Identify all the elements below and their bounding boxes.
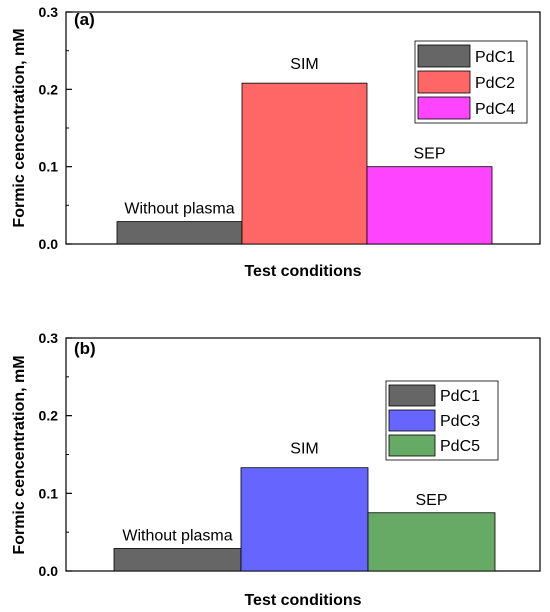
chart-panel-b: Formic cencentration, mM Test conditions… bbox=[11, 330, 541, 609]
annotations-b: Without plasma SIM SEP bbox=[122, 441, 447, 545]
legend-b: PdC1 PdC3 PdC5 bbox=[385, 380, 499, 461]
annotations-a: Without plasma SIM SEP bbox=[124, 56, 445, 217]
bar-pdc3 bbox=[240, 467, 369, 572]
legend-label: PdC1 bbox=[475, 49, 515, 66]
y-tick-label: 0.1 bbox=[39, 159, 59, 175]
y-tick-label: 0.3 bbox=[39, 330, 59, 346]
bar-pdc2 bbox=[241, 82, 368, 245]
chart-panel-a: Formic cencentration, mM Test conditions… bbox=[11, 4, 541, 280]
y-tick-label: 0.2 bbox=[39, 408, 59, 424]
x-axis-label-b: Test conditions bbox=[244, 592, 361, 609]
bars-b bbox=[113, 467, 496, 572]
y-axis-label-a: Formic cencentration, mM bbox=[11, 28, 28, 227]
y-axis-label-b: Formic cencentration, mM bbox=[11, 355, 28, 554]
x-axis-label-a: Test conditions bbox=[244, 263, 361, 280]
bar-annotation: Without plasma bbox=[122, 527, 232, 544]
panel-label-b: (b) bbox=[74, 339, 96, 358]
y-tick-label: 0.0 bbox=[39, 563, 59, 579]
legend-a: PdC1 PdC2 PdC4 bbox=[414, 40, 528, 124]
legend-label: PdC5 bbox=[440, 438, 480, 455]
legend-label: PdC4 bbox=[475, 101, 515, 118]
legend-label: PdC1 bbox=[440, 388, 480, 405]
y-tick-label: 0.0 bbox=[39, 236, 59, 252]
legend-swatch bbox=[388, 409, 436, 432]
bar-annotation: SEP bbox=[415, 492, 447, 509]
legend-swatch bbox=[417, 96, 471, 120]
legend-swatch bbox=[388, 384, 436, 407]
panel-label-a: (a) bbox=[74, 10, 95, 29]
bar-pdc4 bbox=[366, 166, 493, 245]
y-tick-label: 0.2 bbox=[39, 81, 59, 97]
y-ticks-b: 0.0 0.1 0.2 0.3 bbox=[39, 330, 304, 579]
bar-pdc1 bbox=[113, 548, 242, 572]
bar-pdc5 bbox=[367, 512, 496, 572]
bars-a bbox=[116, 82, 493, 245]
y-tick-label: 0.1 bbox=[39, 485, 59, 501]
y-ticks-a: 0.0 0.1 0.2 0.3 bbox=[39, 4, 304, 252]
y-tick-label: 0.3 bbox=[39, 4, 59, 20]
bar-annotation: SEP bbox=[413, 146, 445, 163]
legend-swatch bbox=[417, 70, 471, 94]
legend-swatch bbox=[417, 44, 471, 68]
bar-pdc1 bbox=[116, 221, 243, 245]
legend-label: PdC3 bbox=[440, 413, 480, 430]
bar-annotation: SIM bbox=[290, 56, 318, 73]
legend-swatch bbox=[388, 434, 436, 457]
legend-label: PdC2 bbox=[475, 75, 515, 92]
bar-annotation: Without plasma bbox=[124, 201, 234, 218]
bar-annotation: SIM bbox=[290, 441, 318, 458]
